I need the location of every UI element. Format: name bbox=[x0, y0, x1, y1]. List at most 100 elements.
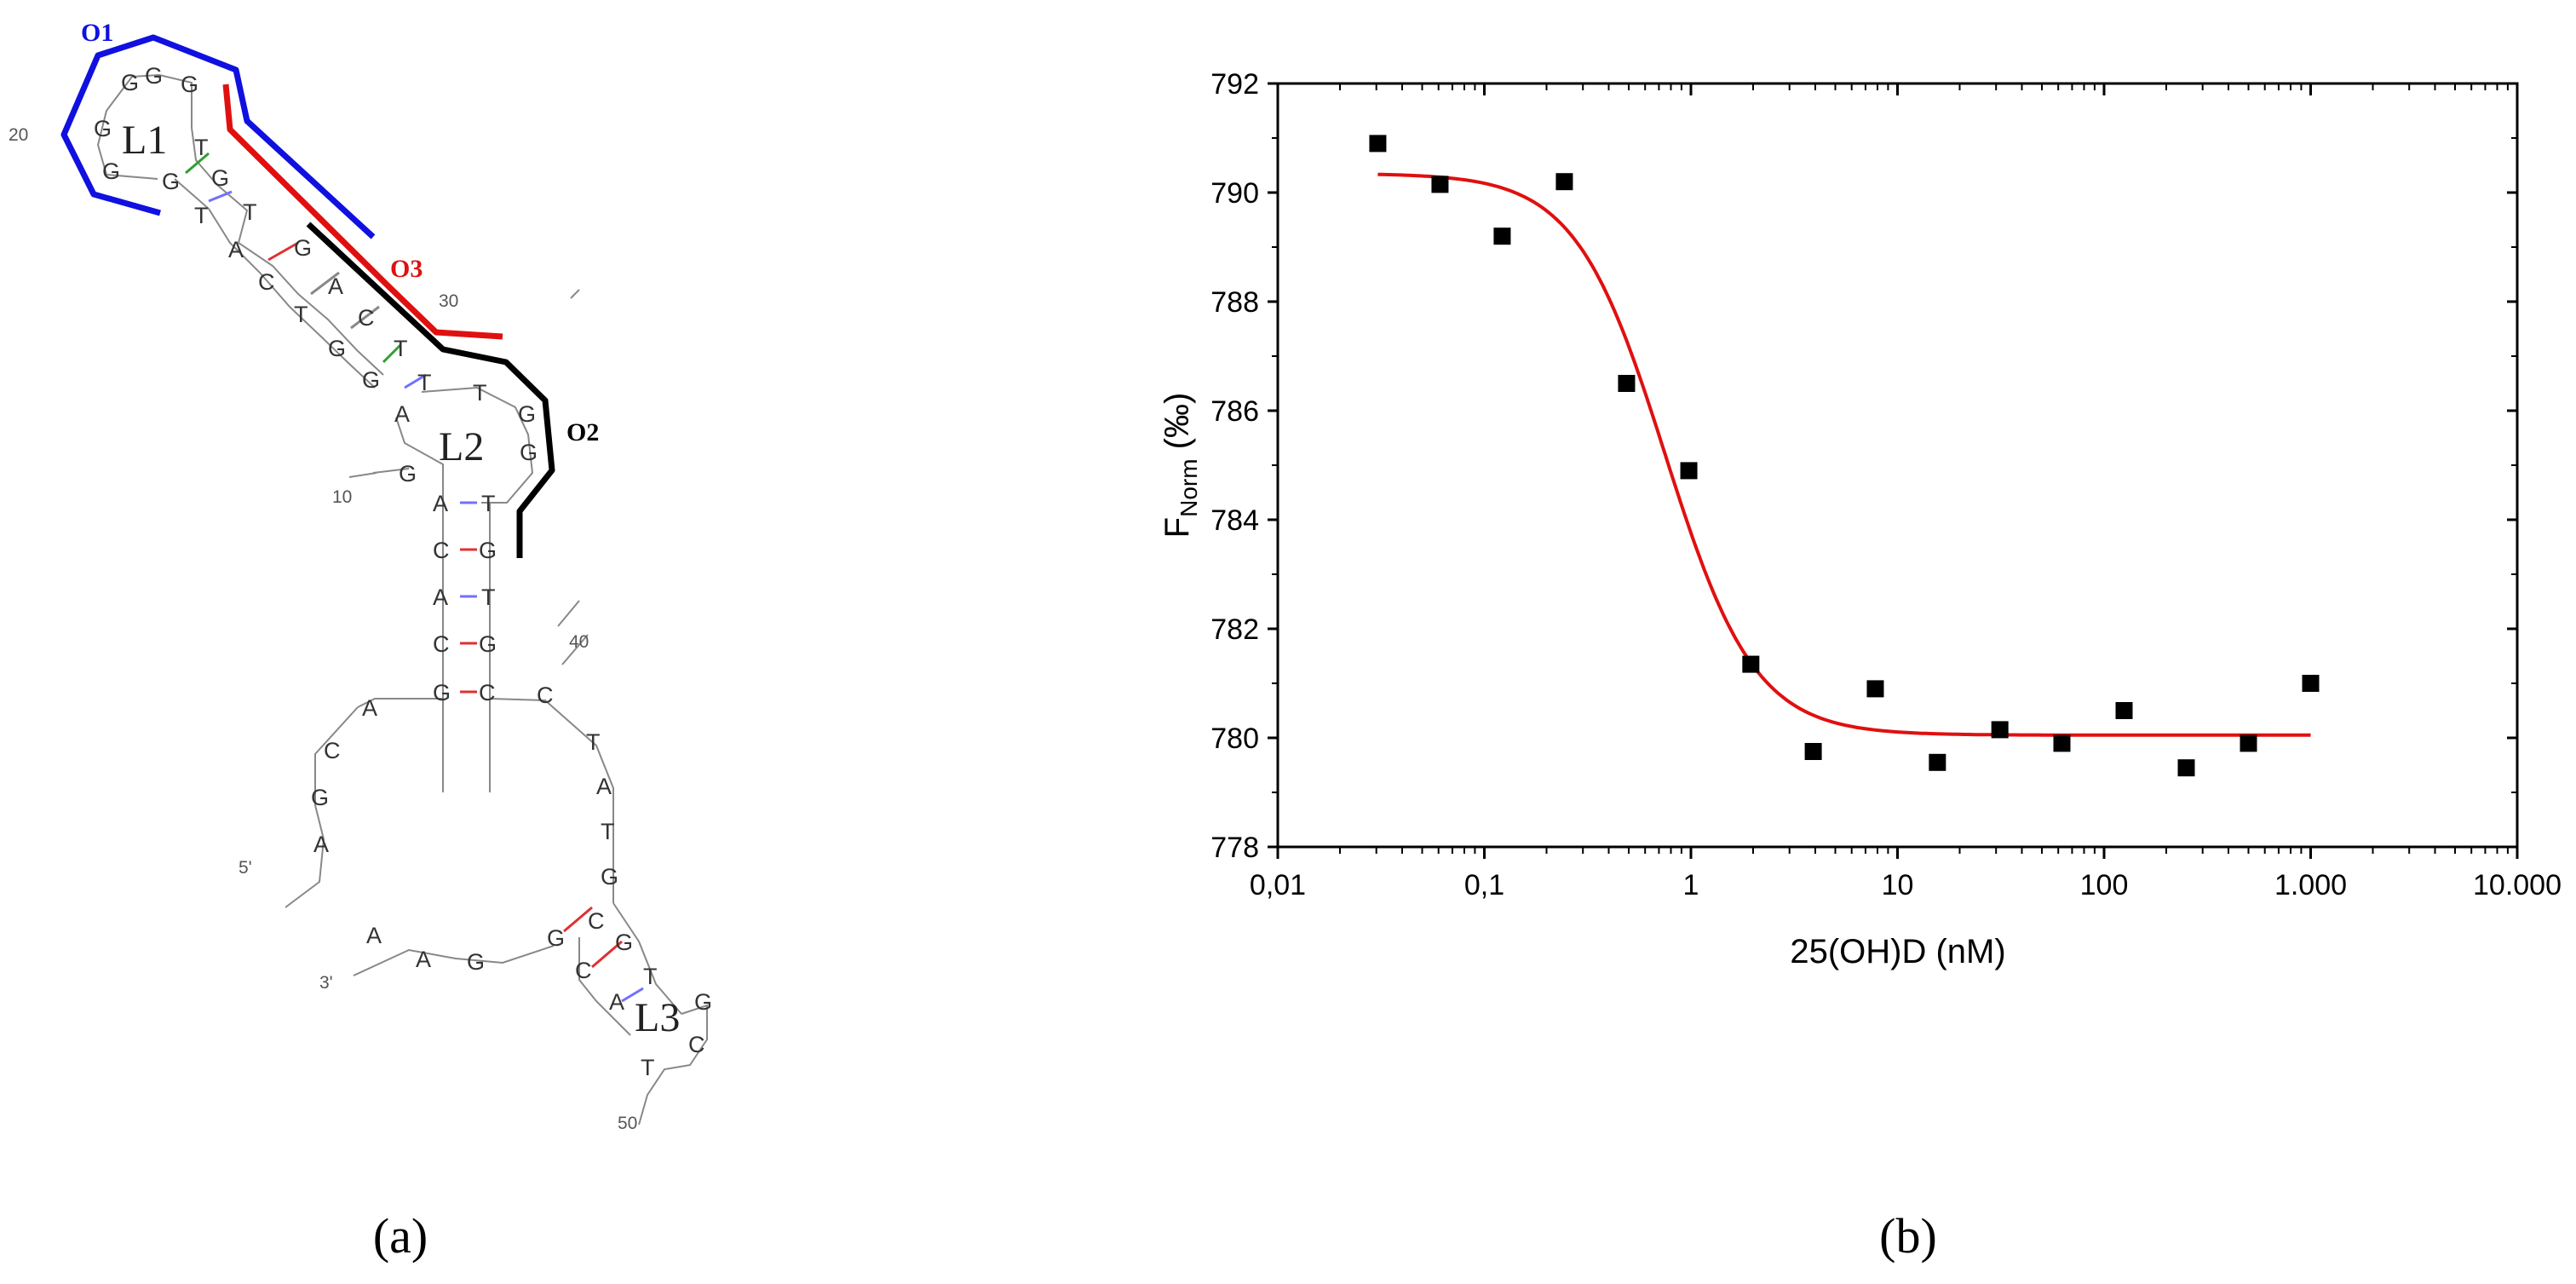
oligo-o3-line bbox=[222, 83, 503, 340]
y-axis-label-subscript: Norm bbox=[1176, 458, 1202, 516]
data-point bbox=[1804, 743, 1822, 760]
x-axis: 0,01 0,1 1 10 100 1.000 10.000 bbox=[1250, 83, 2562, 901]
nucleotide: T bbox=[641, 1055, 655, 1080]
nucleotide: T bbox=[243, 199, 257, 225]
nucleotide: T bbox=[473, 380, 487, 406]
oligo-o1-line bbox=[60, 34, 376, 239]
nucleotide: C bbox=[588, 908, 605, 934]
data-point bbox=[1555, 173, 1573, 191]
nucleotide: G bbox=[520, 440, 538, 465]
y-axis-label-unit: (‰) bbox=[1159, 393, 1196, 459]
data-point bbox=[1929, 753, 1946, 771]
nucleotide: C bbox=[575, 958, 592, 983]
y-tick-label: 784 bbox=[1210, 504, 1259, 537]
nucleotide: G bbox=[479, 631, 497, 657]
data-point bbox=[1431, 176, 1449, 193]
x-tick-label: 100 bbox=[2080, 869, 2129, 901]
nucleotide: A bbox=[416, 947, 431, 972]
loop-label-l1: L1 bbox=[122, 118, 167, 163]
nucleotide: G bbox=[102, 158, 120, 184]
nucleotide: G bbox=[328, 336, 346, 361]
nucleotide: T bbox=[294, 302, 308, 327]
nucleotide: G bbox=[547, 925, 565, 951]
nucleotide: G bbox=[181, 72, 198, 97]
data-point bbox=[1618, 375, 1636, 392]
nucleotide: A bbox=[228, 237, 244, 262]
position-number: 50 bbox=[618, 1114, 637, 1133]
y-axis-label-main: F bbox=[1159, 517, 1196, 538]
oligo-o2-line bbox=[306, 222, 555, 558]
nucleotide: C bbox=[358, 305, 375, 331]
nucleotide: A bbox=[433, 584, 448, 610]
data-point bbox=[1493, 227, 1511, 245]
y-axis-label: FNorm (‰) bbox=[1159, 393, 1202, 538]
base-pairs bbox=[185, 152, 644, 1003]
nucleotide: T bbox=[643, 964, 658, 989]
fit-curve bbox=[1377, 172, 2311, 737]
oligo-label-o1: O1 bbox=[81, 19, 113, 47]
position-number: 20 bbox=[9, 125, 28, 145]
data-point bbox=[2240, 734, 2257, 752]
x-tick-label: 10 bbox=[1882, 869, 1914, 901]
y-tick-label: 792 bbox=[1210, 68, 1259, 101]
data-point bbox=[1991, 721, 2009, 739]
data-point bbox=[2115, 702, 2133, 719]
y-tick-label: 786 bbox=[1210, 395, 1259, 428]
nucleotide: C bbox=[324, 738, 341, 763]
nucleotide: C bbox=[433, 538, 450, 563]
nucleotide: G bbox=[399, 461, 417, 487]
y-tick-label: 782 bbox=[1210, 613, 1259, 646]
three-prime-label: 3' bbox=[319, 973, 333, 993]
nucleotide: G bbox=[467, 949, 485, 975]
x-tick-label: 10.000 bbox=[2473, 869, 2562, 901]
nucleotide: A bbox=[366, 923, 382, 948]
nucleotide: G bbox=[601, 864, 618, 890]
nucleotide: T bbox=[586, 729, 601, 755]
binding-curve-chart: 778 780 782 784 786 788 790 792 0,01 0,1 1 10 100 1.… bbox=[1159, 68, 2562, 1264]
backbone-lines bbox=[96, 73, 708, 1126]
data-point bbox=[2177, 759, 2195, 777]
nucleotide: G bbox=[294, 235, 312, 261]
nucleotide: G bbox=[211, 165, 229, 191]
oligo-label-o3: O3 bbox=[390, 255, 423, 283]
loop-label-l2: L2 bbox=[439, 424, 484, 469]
x-tick-label: 0,1 bbox=[1464, 869, 1504, 901]
nucleotide: A bbox=[362, 695, 377, 721]
nucleotide: T bbox=[601, 819, 615, 844]
data-point bbox=[1369, 135, 1387, 153]
y-tick-label: 780 bbox=[1210, 723, 1259, 755]
nucleotide: G bbox=[311, 785, 329, 810]
data-point bbox=[1680, 462, 1698, 480]
data-points bbox=[1369, 135, 2320, 777]
nucleotide: G bbox=[121, 70, 139, 95]
x-axis-label: 25(OH)D (nM) bbox=[1790, 933, 2005, 970]
nucleotide: A bbox=[394, 401, 410, 427]
nucleotide: G bbox=[145, 63, 163, 89]
data-point bbox=[2053, 734, 2071, 752]
nucleotide: G bbox=[694, 989, 712, 1015]
nucleotide: C bbox=[258, 269, 275, 295]
nucleotide: G bbox=[94, 116, 112, 141]
x-tick-label: 0,01 bbox=[1250, 869, 1306, 901]
data-point bbox=[2302, 675, 2320, 692]
nucleotide: G bbox=[162, 169, 180, 194]
nucleotide: G bbox=[518, 401, 536, 427]
nucleotide: C bbox=[479, 680, 496, 705]
nucleotide: G bbox=[615, 930, 633, 955]
nucleotide-letters: G G G G G T G G T T A G C A T C G T G T … bbox=[94, 63, 712, 1080]
data-point bbox=[1866, 680, 1884, 698]
nucleotide: G bbox=[433, 680, 451, 705]
y-tick-label: 790 bbox=[1210, 177, 1259, 210]
oligo-overlays bbox=[60, 34, 555, 558]
nucleotide: T bbox=[194, 203, 209, 228]
data-point bbox=[1742, 655, 1760, 673]
nucleotide: T bbox=[481, 584, 496, 610]
y-axis: 778 780 782 784 786 788 790 792 bbox=[1210, 68, 2517, 864]
nucleotide: A bbox=[596, 774, 612, 799]
panel-label-a: (a) bbox=[373, 1208, 428, 1264]
panel-label-b: (b) bbox=[1879, 1208, 1937, 1264]
x-tick-label: 1 bbox=[1683, 869, 1699, 901]
nucleotide: A bbox=[328, 273, 343, 299]
position-number: 40 bbox=[569, 632, 589, 652]
